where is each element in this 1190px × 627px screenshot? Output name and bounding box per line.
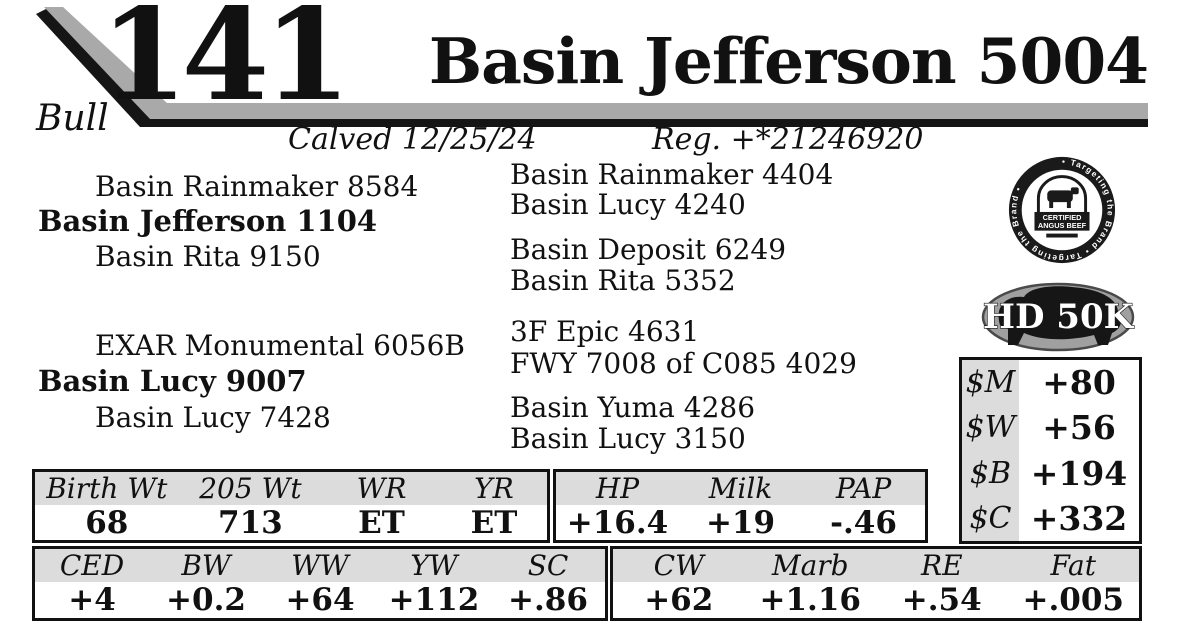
- performance-table-right-values: +16.4 +19 -.46: [556, 505, 925, 541]
- cab-banner-line2: ANGUS BEEF: [1038, 221, 1087, 230]
- dam-granddam: Basin Lucy 7428: [95, 401, 331, 434]
- hd50k-logo-icon: HD 50K: [981, 282, 1135, 352]
- col-header: WW: [291, 549, 349, 582]
- col-header: Birth Wt: [46, 472, 168, 505]
- cell-value: +19: [705, 505, 776, 541]
- epd-table-left: CED BW WW YW SC +4 +0.2 +64 +112 +.86: [32, 546, 608, 621]
- cell-value: ET: [470, 505, 518, 541]
- dollar-label: $M: [962, 360, 1019, 406]
- col-header: 205 Wt: [199, 472, 302, 505]
- dollar-label: $B: [962, 450, 1019, 496]
- col-header: Marb: [771, 549, 849, 582]
- cell-value: +112: [388, 582, 480, 618]
- dollar-row: $W +56: [962, 405, 1139, 451]
- hd50k-bull-silhouette-icon: [998, 286, 1122, 345]
- dollar-row: $B +194: [962, 450, 1139, 496]
- calved-date: Calved 12/25/24: [288, 122, 537, 157]
- certified-angus-beef-seal-icon: • Targeting the Brand • Targeting the Br…: [1008, 156, 1116, 264]
- cell-value: +.54: [901, 582, 982, 618]
- cab-banner: [1034, 211, 1090, 231]
- col-header: SC: [527, 549, 569, 582]
- col-header: Fat: [1050, 549, 1096, 582]
- dollar-value-table: $M +80 $W +56 $B +194 $C +332: [959, 357, 1142, 544]
- dollar-row: $C +332: [962, 495, 1139, 541]
- col-header: CW: [653, 549, 704, 582]
- sire-ancestor-2: Basin Lucy 4240: [510, 188, 746, 221]
- col-header: WR: [356, 472, 407, 505]
- col-header: YR: [474, 472, 514, 505]
- sire-granddam: Basin Rita 9150: [95, 240, 321, 273]
- col-header: HP: [595, 472, 640, 505]
- performance-table-right: HP Milk PAP +16.4 +19 -.46: [553, 469, 928, 543]
- cell-value: +62: [644, 582, 714, 618]
- col-header: RE: [920, 549, 963, 582]
- dam-ancestor-4: Basin Lucy 3150: [510, 422, 746, 455]
- cell-value: +4: [68, 582, 116, 618]
- cell-value: ET: [358, 505, 405, 541]
- sire-grandsire: Basin Rainmaker 8584: [95, 170, 419, 203]
- animal-name: Basin Jefferson 5004: [428, 24, 1149, 98]
- cell-value: 68: [85, 505, 129, 541]
- sire-ancestor-4: Basin Rita 5352: [510, 264, 736, 297]
- swoosh-gray-band: [44, 7, 1148, 119]
- sire-ancestor-3: Basin Deposit 6249: [510, 233, 787, 266]
- col-header: CED: [59, 549, 125, 582]
- dollar-value: +56: [1042, 408, 1116, 448]
- sire-name: Basin Jefferson 1104: [38, 204, 378, 238]
- dollar-value: +194: [1030, 453, 1128, 493]
- cab-banner-underline: [1046, 233, 1078, 238]
- dollar-value: +332: [1030, 498, 1128, 538]
- header-swoosh-graphic: [36, 7, 1148, 127]
- dollar-value: +80: [1042, 363, 1116, 403]
- dam-ancestor-2: FWY 7008 of C085 4029: [510, 347, 857, 380]
- performance-table-right-header: HP Milk PAP: [556, 472, 925, 505]
- dam-grandsire: EXAR Monumental 6056B: [95, 329, 465, 362]
- dollar-row: $M +80: [962, 360, 1139, 406]
- epd-table-right: CW Marb RE Fat +62 +1.16 +.54 +.005: [610, 546, 1142, 621]
- cell-value: +64: [285, 582, 355, 618]
- hd50k-label: HD 50K: [983, 297, 1135, 337]
- performance-table-left-values: 68 713 ET ET: [35, 505, 547, 541]
- sex-label: Bull: [36, 98, 109, 139]
- dam-ancestor-3: Basin Yuma 4286: [510, 391, 756, 424]
- cell-value: +.86: [508, 582, 588, 618]
- epd-table-right-values: +62 +1.16 +.54 +.005: [613, 582, 1139, 618]
- cell-value: 713: [218, 505, 283, 541]
- cell-value: +1.16: [759, 582, 861, 618]
- dam-name: Basin Lucy 9007: [38, 364, 307, 398]
- col-header: BW: [181, 549, 231, 582]
- dam-ancestor-1: 3F Epic 4631: [510, 315, 700, 348]
- col-header: YW: [410, 549, 458, 582]
- col-header: PAP: [835, 472, 892, 505]
- epd-table-right-header: CW Marb RE Fat: [613, 549, 1139, 582]
- dollar-label: $C: [962, 495, 1019, 541]
- col-header: Milk: [708, 472, 773, 505]
- cell-value: -.46: [830, 505, 897, 541]
- sire-ancestor-1: Basin Rainmaker 4404: [510, 158, 834, 191]
- cab-cow-silhouette-icon: [1047, 187, 1079, 209]
- cab-arch-graphic: [1036, 175, 1088, 216]
- cell-value: +16.4: [566, 505, 669, 541]
- epd-table-left-header: CED BW WW YW SC: [35, 549, 605, 582]
- cab-banner-line1: CERTIFIED: [1043, 213, 1082, 222]
- registration-number: Reg. +*21246920: [652, 122, 924, 157]
- dollar-label: $W: [962, 405, 1019, 451]
- performance-table-left-header: Birth Wt 205 Wt WR YR: [35, 472, 547, 505]
- lot-number: 141: [100, 0, 351, 129]
- cell-value: +.005: [1022, 582, 1124, 618]
- cell-value: +0.2: [166, 582, 246, 618]
- performance-table-left: Birth Wt 205 Wt WR YR 68 713 ET ET: [32, 469, 550, 543]
- epd-table-left-values: +4 +0.2 +64 +112 +.86: [35, 582, 605, 618]
